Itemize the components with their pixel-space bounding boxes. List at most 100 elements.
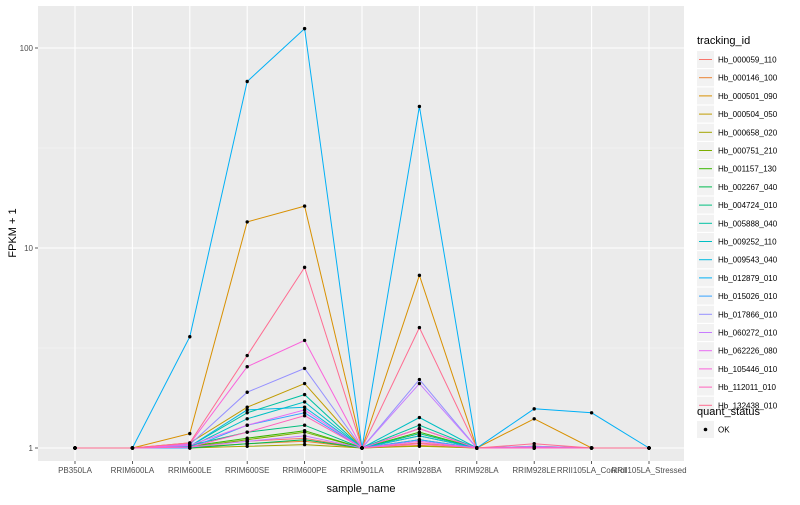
grid-major: [38, 6, 684, 461]
legend-label: Hb_132438_010: [718, 401, 778, 410]
legend-label: Hb_112011_010: [718, 383, 777, 392]
data-point: [188, 445, 192, 449]
data-point: [302, 366, 307, 371]
data-point: [417, 381, 422, 386]
shape-legend-items: OK: [697, 421, 730, 438]
data-point: [589, 446, 594, 450]
data-point: [417, 442, 422, 446]
data-point: [302, 265, 307, 270]
legend-label: Hb_000751_210: [718, 147, 778, 156]
shape-legend-label: OK: [718, 426, 730, 435]
data-point: [302, 414, 307, 418]
legend-label: Hb_002267_040: [718, 183, 778, 192]
legend-label: Hb_005888_040: [718, 219, 778, 228]
legend-items: Hb_000059_110 Hb_000146_100 Hb_000501_090 H…: [697, 51, 778, 414]
legend-label: Hb_009252_110: [718, 238, 777, 247]
legend-label: Hb_000501_090: [718, 92, 778, 101]
legend-title: tracking_id: [697, 35, 750, 47]
data-point: [245, 79, 249, 84]
data-point: [417, 325, 422, 330]
data-point: [475, 446, 479, 450]
data-point: [302, 26, 307, 31]
data-point: [417, 444, 422, 448]
data-point: [302, 411, 307, 415]
data-point: [302, 381, 307, 386]
data-point: [245, 390, 249, 394]
data-point: [532, 446, 536, 450]
y-axis-title: FPKM + 1: [7, 208, 19, 257]
x-tick-label: RRII105LA_Control: [557, 466, 627, 475]
data-point: [302, 408, 307, 412]
data-point: [417, 273, 422, 278]
data-point: [245, 423, 249, 427]
data-point: [73, 446, 77, 450]
data-point: [417, 423, 422, 427]
data-point: [417, 434, 422, 438]
x-tick-label: RRII105LA_Stressed: [611, 466, 686, 475]
legend-label: Hb_015026_010: [718, 292, 778, 301]
data-point: [245, 417, 249, 421]
legend-label: Hb_062226_080: [718, 347, 778, 356]
y-axis: 1 10 100: [20, 44, 38, 453]
legend-label: Hb_012879_010: [718, 274, 778, 283]
data-point: [302, 392, 307, 397]
data-point: [245, 444, 249, 448]
data-point: [302, 423, 307, 427]
legend-label: Hb_000146_100: [718, 74, 778, 83]
data-point: [417, 439, 422, 444]
legend-label: Hb_000658_020: [718, 128, 778, 137]
data-point: [302, 438, 307, 442]
legend-label: Hb_017866_010: [718, 310, 778, 319]
x-tick-label: RRIM600PE: [282, 466, 326, 475]
x-tick-label: RRIM928BA: [397, 466, 442, 475]
legend-label: Hb_105446_010: [718, 365, 778, 374]
data-point: [245, 405, 249, 409]
data-point: [188, 335, 192, 339]
data-point: [245, 408, 249, 412]
legend-label: Hb_060272_010: [718, 329, 778, 338]
data-point: [302, 400, 307, 404]
grid-minor: [38, 147, 684, 349]
data-point: [532, 442, 536, 446]
y-tick-label: 10: [24, 244, 33, 253]
data-point: [245, 220, 249, 224]
data-point: [302, 429, 307, 433]
data-point: [589, 411, 594, 415]
points-layer: [73, 26, 651, 450]
shape-legend-title: quant_status: [697, 406, 760, 418]
data-point: [417, 377, 422, 382]
legend-label: Hb_009543_040: [718, 256, 778, 265]
data-point: [245, 439, 249, 444]
data-point: [302, 405, 307, 409]
legend-label: Hb_001157_130: [718, 165, 777, 174]
x-tick-label: RRIM600LE: [168, 466, 212, 475]
data-point: [532, 417, 536, 421]
y-tick-label: 1: [29, 444, 34, 453]
data-point: [188, 441, 192, 445]
shape-legend-point: [703, 427, 708, 432]
legend-label: Hb_000059_110: [718, 56, 777, 65]
x-axis: PB350LA RRIM600LA RRIM600LE RRIM600SE RRIM60…: [58, 461, 687, 475]
x-tick-label: PB350LA: [58, 466, 92, 475]
data-point: [417, 104, 422, 109]
data-point: [302, 442, 307, 447]
legend-label: Hb_000504_050: [718, 110, 778, 119]
data-point: [532, 407, 536, 411]
data-point: [302, 338, 307, 343]
x-tick-label: RRIM928LE: [512, 466, 556, 475]
plot-panel: [38, 6, 684, 461]
data-point: [188, 431, 192, 436]
data-point: [417, 415, 422, 420]
x-tick-label: RRIM901LA: [340, 466, 384, 475]
data-point: [302, 434, 307, 438]
legend: tracking_id Hb_000059_110Hb_000146_100Hb…: [697, 35, 778, 438]
data-point: [245, 353, 249, 358]
legend-label: Hb_004724_010: [718, 201, 778, 210]
data-point: [245, 364, 249, 369]
y-tick-label: 100: [20, 44, 34, 53]
data-point: [360, 446, 364, 450]
data-point: [245, 436, 249, 440]
data-point: [245, 411, 249, 415]
